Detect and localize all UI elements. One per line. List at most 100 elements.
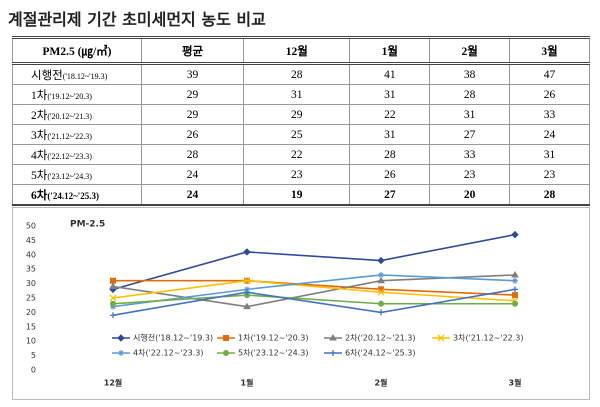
row-label-cell: 시행전('18.12~'19.3) [12, 63, 142, 85]
legend-marker [330, 350, 336, 356]
y-tick-label: 50 [26, 222, 36, 231]
value-cell: 25 [243, 124, 351, 145]
series-line [112, 294, 515, 305]
legend-label: 3차('21.12~'22.3) [453, 334, 524, 343]
row-period: ('20.12~'21.3) [47, 111, 92, 121]
legend-marker [117, 334, 125, 342]
row-label-cell: 5차('23.12~'24.3) [12, 164, 142, 185]
legend-label: 4차('22.12~'23.3) [133, 349, 204, 358]
data-point [378, 271, 384, 278]
row-period: ('23.12~'24.3) [47, 171, 92, 181]
value-cell: 31 [243, 84, 351, 105]
table-row: 2차('20.12~'21.3) 29 29 22 31 33 [12, 104, 590, 125]
table-header: PM2.5 (㎍/㎥) 평균 12월 1월 2월 3월 [12, 36, 590, 65]
row-label: 5차 [31, 169, 48, 182]
row-label: 4차 [31, 149, 48, 162]
header-cell: PM2.5 (㎍/㎥) [12, 36, 142, 65]
value-cell: 31 [349, 84, 431, 105]
legend-marker [437, 334, 445, 342]
header-cell: 평균 [140, 36, 245, 65]
value-cell: 28 [243, 63, 351, 85]
value-cell: 28 [509, 184, 590, 206]
table-row: 5차('23.12~'24.3) 24 23 26 23 23 [12, 164, 590, 185]
page-title: 계절관리제 기간 초미세먼지 농도 비교 [8, 10, 266, 29]
data-point [378, 309, 384, 316]
value-cell: 33 [509, 104, 590, 125]
y-tick-label: 0 [31, 366, 36, 375]
legend-label: 6차('24.12~'25.3) [345, 349, 416, 358]
data-point [512, 286, 518, 293]
series-line [112, 274, 516, 308]
chart: PM-2.5 0 5 10 15 20 25 30 35 40 45 50 12월 1월 2월 3월 시행전(… [12, 207, 590, 400]
value-cell: 41 [349, 63, 431, 85]
x-tick-label: 2월 [375, 378, 388, 388]
value-cell: 24 [140, 184, 245, 206]
header-cell: 2월 [429, 36, 511, 65]
table-row: 3차('21.12~'22.3) 26 25 31 27 24 [12, 124, 590, 145]
row-label: 6차 [31, 189, 48, 202]
y-tick-label: 15 [26, 322, 36, 331]
table-row: 4차('22.12~'23.3) 28 22 28 33 31 [12, 144, 590, 165]
value-cell: 29 [140, 104, 245, 125]
legend-marker [118, 350, 124, 356]
value-cell: 20 [429, 184, 511, 206]
value-cell: 33 [429, 144, 511, 165]
value-cell: 24 [509, 124, 590, 145]
y-tick-label: 10 [26, 337, 36, 346]
series-line [113, 279, 516, 296]
data-point [109, 282, 117, 289]
data-point [243, 248, 251, 256]
series-line [112, 233, 516, 291]
value-cell: 29 [243, 104, 351, 125]
x-tick-label: 1월 [241, 378, 254, 388]
data-point [512, 292, 518, 299]
row-period: ('22.12~'23.3) [47, 151, 92, 161]
data-point [377, 276, 385, 284]
table-row: 6차('24.12~'25.3) 24 19 27 20 28 [12, 184, 590, 206]
data-point [377, 256, 385, 265]
value-cell: 24 [140, 164, 245, 185]
table-row: 1차('19.12~'20.3) 29 31 31 28 26 [12, 84, 590, 105]
row-label: 시행전 [31, 69, 63, 82]
y-tick-label: 30 [26, 279, 36, 288]
data-point [511, 230, 519, 239]
row-period: ('18.12~'19.3) [62, 71, 108, 81]
value-cell: 19 [243, 184, 351, 206]
data-point [244, 289, 250, 296]
row-label: 3차 [31, 129, 48, 142]
data-point [243, 302, 251, 310]
value-cell: 26 [349, 164, 431, 185]
value-cell: 31 [509, 144, 590, 165]
value-cell: 38 [429, 63, 511, 85]
value-cell: 27 [429, 124, 511, 145]
value-cell: 22 [243, 144, 351, 165]
row-label-cell: 2차('20.12~'21.3) [12, 104, 142, 125]
legend-label: 1차('19.12~'20.3) [238, 334, 309, 343]
value-cell: 28 [140, 144, 245, 165]
data-point [377, 288, 385, 296]
value-cell: 28 [349, 144, 431, 165]
value-cell: 23 [429, 164, 511, 185]
data-point [512, 277, 518, 284]
y-tick-label: 25 [26, 294, 36, 303]
row-label-cell: 4차('22.12~'23.3) [12, 144, 142, 165]
value-cell: 26 [140, 124, 245, 145]
series-line [112, 288, 516, 317]
legend-marker [329, 334, 337, 341]
chart-title: PM-2.5 [70, 220, 105, 230]
value-cell: 31 [429, 104, 511, 125]
data-point [511, 270, 519, 278]
value-cell: 47 [509, 63, 590, 85]
legend-label: 5차('23.12~'24.3) [238, 349, 309, 358]
y-tick-label: 20 [26, 308, 36, 317]
value-cell: 27 [349, 184, 431, 206]
header-cell: 12월 [243, 36, 351, 65]
value-cell: 26 [509, 84, 590, 105]
value-cell: 23 [509, 164, 590, 185]
data-point [110, 300, 116, 307]
data-point [110, 277, 116, 284]
table-row: 시행전('18.12~'19.3) 39 28 41 38 47 [12, 63, 590, 85]
header-cell: 3월 [509, 36, 590, 65]
y-tick-label: 35 [26, 265, 36, 274]
